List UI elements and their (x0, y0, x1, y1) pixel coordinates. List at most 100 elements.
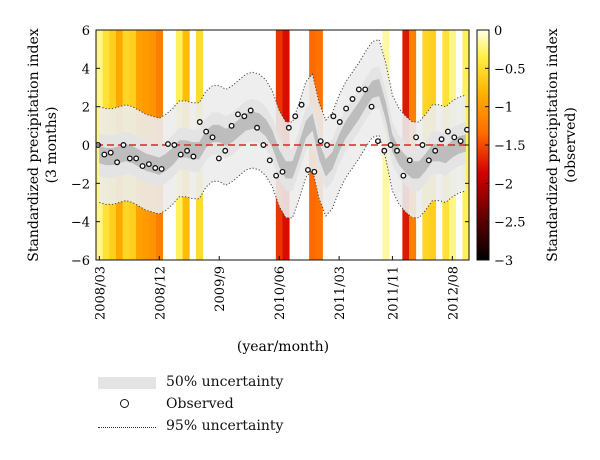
band-inner (99, 78, 466, 179)
y-tick-label: −4 (71, 216, 90, 231)
observed-point (215, 155, 222, 162)
y-tick-label: 6 (82, 24, 90, 39)
observed-point (235, 111, 241, 118)
band-95-upper (99, 38, 466, 123)
observed-point (387, 142, 394, 148)
observed-point (311, 168, 318, 175)
observed-point (241, 113, 248, 120)
observed-point (349, 96, 356, 102)
colorbar-tick-label: −2.5 (494, 216, 526, 231)
colorbar-tick-label: −3 (494, 254, 513, 269)
legend: 50% uncertainty Observed 95% uncertainty (96, 373, 396, 439)
legend-label-95: 95% uncertainty (166, 418, 284, 434)
colorbar-label-units: (observed) (563, 107, 579, 183)
observed-point (343, 105, 350, 112)
observed-point (336, 119, 343, 125)
x-axis-label: (year/month) (237, 339, 329, 355)
observed-point (222, 147, 229, 154)
observed-point (203, 128, 210, 135)
observed-point (126, 155, 133, 162)
observed-point (254, 124, 261, 131)
colorbar-tick-label: −1.5 (494, 139, 526, 154)
observed-point (400, 172, 407, 179)
observed-point (285, 124, 292, 131)
y-axis-label: Standardized precipitation index (26, 28, 42, 262)
observed-point (324, 142, 330, 148)
x-axis: 2008/03 2008/12 2009/9 2010/06 2011/03 2011/1… (93, 256, 461, 320)
observed-point (419, 142, 426, 148)
band-50 (99, 66, 466, 191)
x-tick-label: 2011/11 (386, 266, 401, 320)
observed-point (196, 119, 203, 125)
observed-point (374, 138, 381, 145)
x-tick-label: 2008/03 (93, 266, 108, 320)
observed-point (330, 113, 337, 120)
colorbar-axis: 0 −0.5 −1 −1.5 −2 −2.5 −3 (485, 24, 526, 269)
observed-point (177, 151, 184, 158)
legend-observed-marker (120, 399, 129, 408)
observed-point (362, 86, 369, 93)
y-tick-label: 2 (82, 101, 90, 116)
y-axis-label-units: (3 months) (44, 107, 60, 184)
observed-point (425, 157, 432, 164)
observed-point (464, 126, 469, 133)
observed-point (298, 101, 305, 108)
observed-point (394, 147, 400, 154)
colorbar-tick-label: −2 (494, 177, 513, 192)
x-tick-label: 2009/9 (213, 266, 228, 312)
observed-point (438, 136, 445, 143)
observed-point (184, 147, 191, 154)
observed-point (406, 157, 413, 164)
colorbar-tick-label: −1 (494, 101, 513, 116)
observed-point (158, 166, 165, 172)
observed-point (266, 157, 273, 164)
observed-markers (96, 86, 469, 179)
y-tick-label: 0 (82, 139, 90, 154)
observed-point (101, 151, 108, 158)
observed-point (190, 153, 197, 160)
y-tick-label: −2 (71, 177, 90, 192)
observed-point (209, 134, 216, 141)
legend-label-50: 50% uncertainty (166, 374, 284, 390)
observed-point (171, 142, 178, 148)
observed-point (107, 149, 114, 156)
observed-point (317, 138, 324, 145)
legend-label-observed: Observed (166, 396, 234, 412)
observed-point (368, 103, 375, 110)
observed-point (381, 147, 388, 154)
x-tick-label: 2008/12 (153, 266, 168, 320)
observed-point (139, 163, 146, 170)
colorbar-label: Standardized precipitation index (545, 28, 561, 262)
observed-point (228, 122, 235, 129)
x-tick-label: 2012/08 (446, 266, 461, 320)
observed-point (145, 161, 152, 168)
observed-point (247, 107, 254, 114)
observed-point (451, 134, 458, 141)
observed-point (120, 142, 127, 148)
observed-point (355, 86, 362, 93)
observed-point (432, 147, 439, 154)
band-95-lower (99, 134, 466, 219)
y-tick-label: −6 (71, 254, 90, 269)
observed-point (114, 159, 121, 166)
observed-point (133, 155, 140, 162)
observed-point (260, 142, 267, 148)
x-tick-label: 2011/03 (333, 266, 348, 320)
observed-point (444, 128, 451, 135)
observed-point (292, 113, 299, 120)
uncertainty-bands (96, 38, 469, 219)
colorbar-tick-label: 0 (494, 24, 502, 39)
observed-point (152, 165, 159, 171)
observed-point (273, 172, 280, 179)
x-tick-label: 2010/06 (273, 266, 288, 320)
legend-item-observed: Observed (96, 395, 396, 417)
legend-dotted-line (98, 427, 156, 428)
y-axis: −6 −4 −2 0 2 4 6 (71, 24, 469, 269)
observed-point (413, 134, 420, 141)
observed-point (165, 141, 171, 147)
legend-swatch-50 (98, 377, 156, 389)
observed-point (457, 138, 464, 145)
legend-item-50: 50% uncertainty (96, 373, 396, 395)
legend-item-95: 95% uncertainty (96, 417, 396, 439)
